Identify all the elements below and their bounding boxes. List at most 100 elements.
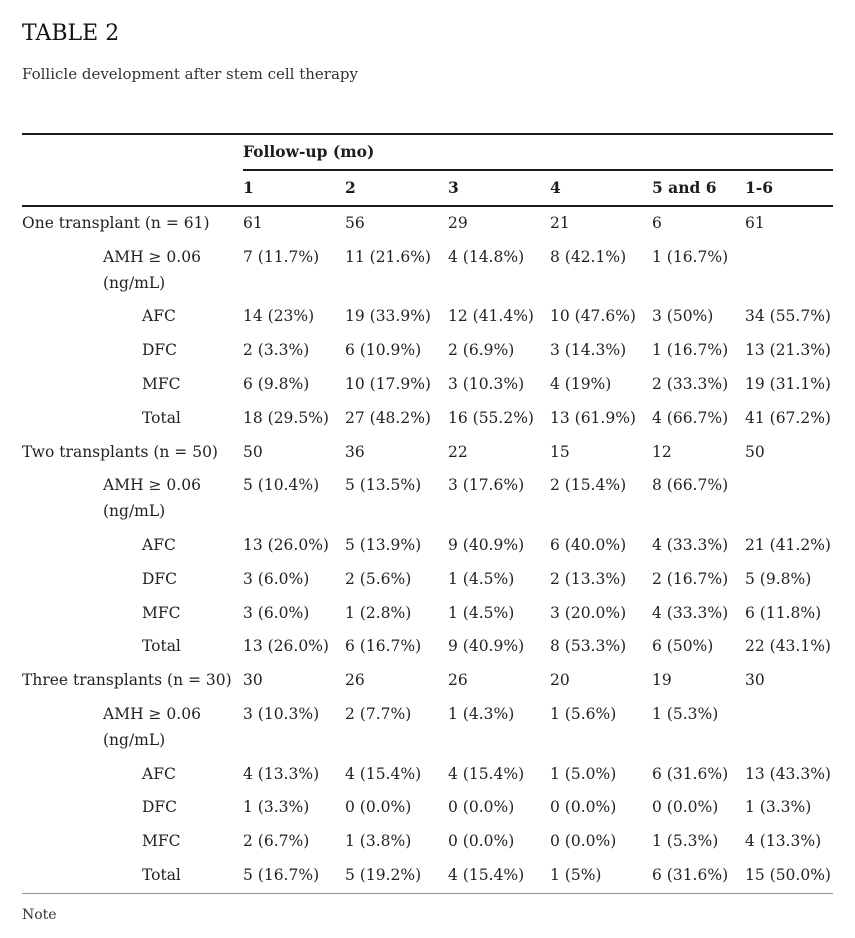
value-cell: 4 (19%)	[550, 374, 612, 393]
value-cell: 6 (10.9%)	[345, 341, 422, 360]
value-cell: 18 (29.5%)	[243, 408, 329, 427]
value-cell: 12 (41.4%)	[448, 307, 534, 326]
data-row: DFC 3 (6.0%) 2 (5.6%) 1 (4.5%) 2 (13.3%) 2 (1…	[22, 563, 833, 597]
row-label: DFC	[142, 341, 178, 360]
data-row: Total 5 (16.7%) 5 (19.2%) 4 (15.4%) 1 (5%) 6 …	[22, 859, 833, 893]
table-subtitle: Follicle development after stem cell the…	[22, 65, 358, 83]
value-cell: 1 (3.3%)	[243, 798, 310, 817]
count-cell: 21	[550, 214, 570, 232]
value-cell: 4 (13.3%)	[243, 764, 320, 783]
row-label: AFC	[142, 307, 176, 326]
value-cell: 8 (66.7%)	[652, 476, 729, 495]
value-cell	[745, 469, 833, 529]
section-header-row: One transplant (n = 61) 61 56 29 21 6 61	[22, 206, 833, 241]
value-cell: 6 (16.7%)	[345, 637, 422, 656]
value-cell: 8 (53.3%)	[550, 637, 627, 656]
count-cell: 56	[345, 214, 365, 232]
value-cell: 4 (15.4%)	[448, 764, 525, 783]
value-cell: 2 (33.3%)	[652, 374, 729, 393]
data-row: AFC 14 (23%) 19 (33.9%) 12 (41.4%) 10 (47.6%…	[22, 300, 833, 334]
value-cell: 6 (40.0%)	[550, 535, 627, 554]
value-cell: 13 (26.0%)	[243, 535, 329, 554]
table-body: One transplant (n = 61) 61 56 29 21 6 61 AMH ≥ …	[22, 206, 833, 893]
count-cell: 50	[243, 442, 263, 461]
value-cell: 0 (0.0%)	[550, 832, 617, 851]
note-text: Note	[22, 906, 57, 923]
value-cell: 4 (33.3%)	[652, 535, 729, 554]
data-row: AMH ≥ 0.06 (ng/mL) 3 (10.3%) 2 (7.7%) 1 (4.…	[22, 698, 833, 758]
count-cell: 30	[243, 671, 263, 690]
row-label: MFC	[142, 374, 181, 393]
value-cell: 3 (17.6%)	[448, 476, 525, 495]
value-cell: 3 (10.3%)	[448, 374, 525, 393]
row-label: AMH ≥ 0.06 (ng/mL)	[103, 476, 201, 521]
value-cell: 0 (0.0%)	[550, 798, 617, 817]
section-label: One transplant (n = 61)	[22, 214, 210, 232]
value-cell: 3 (6.0%)	[243, 569, 310, 588]
count-cell: 26	[448, 671, 468, 690]
value-cell: 4 (33.3%)	[652, 603, 729, 622]
data-row: Total 13 (26.0%) 6 (16.7%) 9 (40.9%) 8 (53.3…	[22, 630, 833, 664]
value-cell: 2 (13.3%)	[550, 569, 627, 588]
value-cell: 10 (47.6%)	[550, 307, 636, 326]
value-cell: 8 (42.1%)	[550, 247, 627, 266]
value-cell: 3 (10.3%)	[243, 704, 320, 723]
value-cell: 13 (21.3%)	[745, 341, 831, 360]
value-cell: 11 (21.6%)	[345, 247, 431, 266]
count-cell: 50	[745, 442, 765, 461]
value-cell: 3 (50%)	[652, 307, 714, 326]
value-cell: 5 (16.7%)	[243, 865, 320, 884]
value-cell: 3 (6.0%)	[243, 603, 310, 622]
value-cell: 6 (31.6%)	[652, 865, 729, 884]
count-cell: 6	[652, 214, 662, 232]
value-cell: 0 (0.0%)	[448, 832, 515, 851]
value-cell: 2 (6.9%)	[448, 341, 515, 360]
data-row: Total 18 (29.5%) 27 (48.2%) 16 (55.2%) 13 (6…	[22, 402, 833, 436]
data-row: AMH ≥ 0.06 (ng/mL) 5 (10.4%) 5 (13.5%) 3 (1…	[22, 469, 833, 529]
page-title: TABLE 2	[22, 21, 120, 46]
value-cell: 0 (0.0%)	[448, 798, 515, 817]
count-cell: 22	[448, 442, 468, 461]
value-cell: 1 (4.5%)	[448, 603, 515, 622]
header-group-row: Follow-up (mo)	[22, 134, 834, 207]
data-row: MFC 2 (6.7%) 1 (3.8%) 0 (0.0%) 0 (0.0%) 1 (5.…	[22, 825, 833, 859]
row-label: Total	[142, 637, 181, 656]
value-cell: 21 (41.2%)	[745, 535, 831, 554]
value-cell: 19 (31.1%)	[745, 374, 831, 393]
value-cell: 1 (16.7%)	[652, 247, 729, 266]
column-header-2: 2	[345, 170, 448, 207]
section-header-row: Three transplants (n = 30) 30 26 26 20 19 30	[22, 664, 833, 698]
section-label: Two transplants (n = 50)	[22, 442, 218, 461]
row-label: AMH ≥ 0.06 (ng/mL)	[103, 704, 201, 749]
value-cell: 6 (11.8%)	[745, 603, 822, 622]
data-row: AFC 13 (26.0%) 5 (13.9%) 9 (40.9%) 6 (40.0%)…	[22, 529, 833, 563]
count-cell: 15	[550, 442, 570, 461]
column-header-1-6: 1-6	[745, 170, 834, 207]
data-row: AMH ≥ 0.06 (ng/mL) 7 (11.7%) 11 (21.6%) 4 (…	[22, 241, 833, 301]
value-cell: 22 (43.1%)	[745, 637, 831, 656]
row-label: MFC	[142, 832, 181, 851]
value-cell: 1 (5.3%)	[652, 832, 719, 851]
value-cell: 13 (26.0%)	[243, 637, 329, 656]
count-cell: 19	[652, 671, 672, 690]
count-cell: 36	[345, 442, 365, 461]
row-label: DFC	[142, 569, 178, 588]
count-cell: 30	[745, 671, 765, 690]
value-cell: 1 (5.6%)	[550, 704, 617, 723]
count-cell: 20	[550, 671, 570, 690]
column-header-row: 1 2 3 4 5 and 6 1-6	[22, 170, 834, 207]
value-cell: 0 (0.0%)	[652, 798, 719, 817]
value-cell: 5 (19.2%)	[345, 865, 422, 884]
row-label: Total	[142, 408, 181, 427]
value-cell: 13 (43.3%)	[745, 764, 831, 783]
count-cell: 29	[448, 214, 468, 232]
value-cell: 2 (16.7%)	[652, 569, 729, 588]
value-cell: 1 (5.3%)	[652, 704, 719, 723]
value-cell: 13 (61.9%)	[550, 408, 636, 427]
section-label: Three transplants (n = 30)	[22, 671, 232, 690]
value-cell: 3 (14.3%)	[550, 341, 627, 360]
value-cell: 1 (16.7%)	[652, 341, 729, 360]
column-header-5-and-6: 5 and 6	[652, 170, 745, 207]
value-cell: 1 (2.8%)	[345, 603, 412, 622]
